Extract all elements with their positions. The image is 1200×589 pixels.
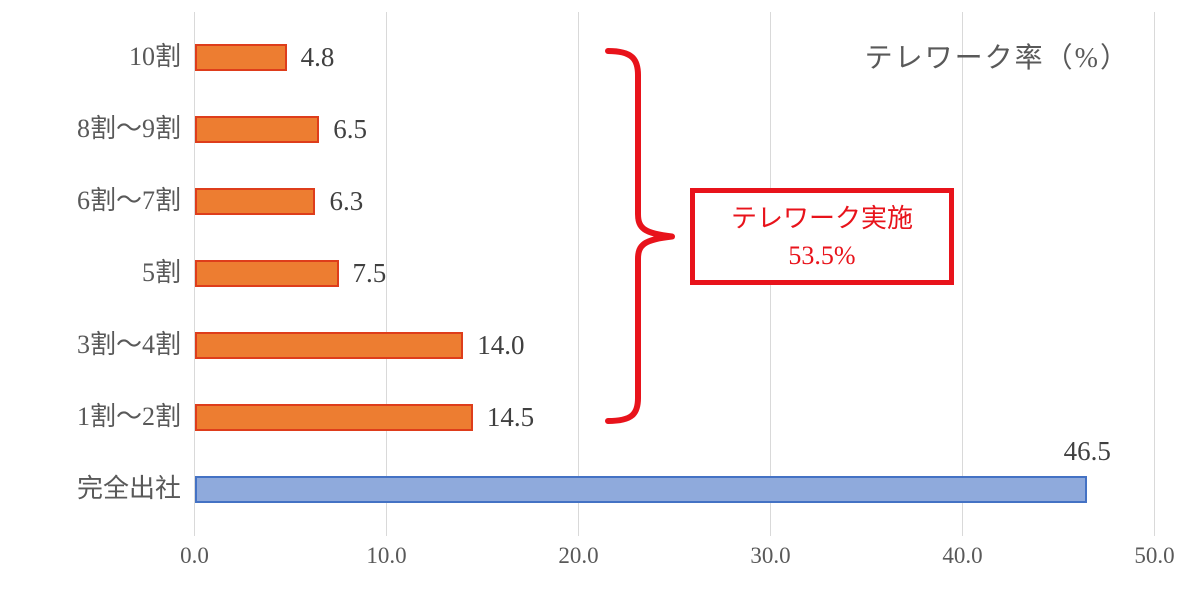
category-label: 8割〜9割 (76, 114, 181, 143)
x-tick-label: 10.0 (366, 543, 407, 568)
x-tick-label: 50.0 (1134, 543, 1175, 568)
bar-telework (194, 260, 339, 287)
gridline (962, 12, 963, 536)
bar-telework (194, 332, 464, 359)
category-label: 6割〜7割 (76, 186, 181, 215)
chart-title: テレワーク率（%） (864, 43, 1130, 74)
gridline (386, 12, 387, 536)
annotation-value: 53.5% (788, 240, 856, 270)
annotation-label: テレワーク実施 (730, 203, 913, 233)
bar-telework (194, 116, 320, 143)
category-label: 5割 (141, 258, 181, 287)
brace-icon (605, 48, 675, 424)
category-label: 3割〜4割 (76, 330, 181, 359)
value-label: 14.0 (477, 330, 525, 360)
category-label: 10割 (128, 42, 181, 71)
value-label: 46.5 (1063, 436, 1111, 466)
x-tick-label: 0.0 (180, 543, 209, 568)
bar-telework (194, 188, 316, 215)
gridline (578, 12, 579, 536)
bar-office (194, 476, 1088, 503)
value-label: 14.5 (486, 402, 535, 432)
category-label: 1割〜2割 (76, 402, 181, 431)
value-label: 6.3 (329, 186, 364, 216)
x-tick-label: 20.0 (558, 543, 599, 568)
value-label: 4.8 (300, 42, 335, 72)
category-label: 完全出社 (76, 474, 181, 503)
bar-telework (194, 44, 287, 71)
value-label: 6.5 (333, 114, 368, 144)
x-tick-label: 40.0 (942, 543, 983, 568)
annotation-box: テレワーク実施 53.5% (690, 188, 954, 285)
bar-telework (194, 404, 473, 431)
gridline (1154, 12, 1155, 536)
value-label: 7.5 (352, 258, 387, 288)
x-tick-label: 30.0 (750, 543, 791, 568)
